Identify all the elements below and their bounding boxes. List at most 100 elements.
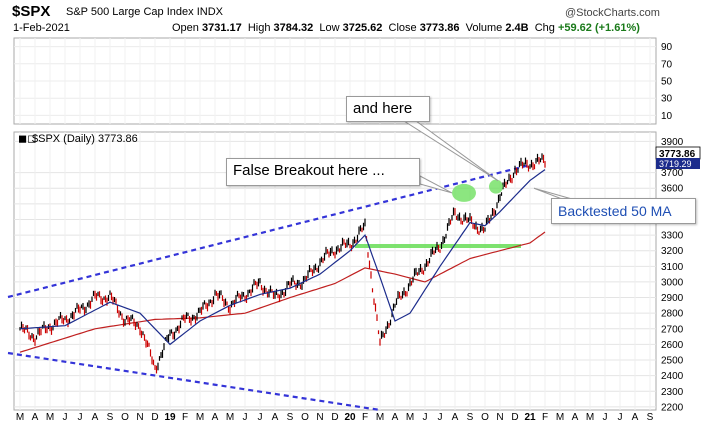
y-tick-label: 2300 [661, 387, 684, 398]
y-tick-label: 3100 [661, 262, 684, 273]
indicator-axis: 10 30 50 70 90 [661, 42, 673, 122]
x-tick-label: D [511, 412, 518, 423]
quote-date: 1-Feb-2021 [13, 22, 70, 34]
y-tick-label: 2900 [661, 293, 684, 304]
y-tick-label: 2700 [661, 324, 684, 335]
breakout-marker [452, 183, 476, 202]
open-value: 3731.17 [201, 22, 242, 34]
x-tick-label: 19 [164, 412, 176, 423]
volume-value: 2.4B [505, 22, 529, 34]
x-tick-label: A [392, 412, 399, 423]
pointer-false-breakout [419, 175, 453, 194]
ma200-line [19, 231, 546, 353]
y-tick-label: 2500 [661, 356, 684, 367]
y-tick-label: 3000 [661, 277, 684, 288]
y-axis: 2200 2300 2400 2500 2600 2700 2800 2900 3000 3100… [661, 137, 684, 414]
y-tick-label: 3700 [661, 168, 684, 179]
indicator-tick-label: 70 [661, 59, 673, 70]
brand-logo[interactable]: @StockCharts.com [565, 7, 660, 19]
indicator-tick-label: 10 [661, 111, 673, 122]
high-value: 3784.32 [273, 22, 314, 34]
x-tick-label: M [196, 412, 204, 423]
highlight-markers [452, 179, 503, 202]
x-tick-label: A [272, 412, 279, 423]
x-tick-label: F [362, 412, 368, 423]
x-tick-label: A [92, 412, 99, 423]
x-tick-label: J [63, 412, 68, 423]
x-tick-label: J [78, 412, 83, 423]
ma50-path [19, 169, 546, 346]
x-tick-label: F [182, 412, 188, 423]
symbol: $SPX [12, 3, 51, 20]
legend-icon: ◼◻ [18, 133, 36, 145]
second-marker [489, 179, 503, 194]
change-value: +59.62 (+1.61%) [557, 22, 640, 34]
x-tick-label: N [496, 412, 503, 423]
x-tick-label: N [136, 412, 143, 423]
y-tick-label: 3200 [661, 246, 684, 257]
x-tick-label: J [618, 412, 623, 423]
ma50-line [19, 169, 546, 346]
chart-header: $SPX S&P 500 Large Cap Index INDX @Stock… [0, 0, 701, 36]
x-tick-label: J [423, 412, 428, 423]
x-tick-label: M [406, 412, 414, 423]
x-tick-label: M [46, 412, 54, 423]
index-name: S&P 500 Large Cap Index INDX [66, 6, 223, 18]
y-tick-label: 3600 [661, 184, 684, 195]
x-tick-label: O [481, 412, 489, 423]
x-tick-label: A [212, 412, 219, 423]
ma-value-label: 3719.29 [659, 159, 692, 169]
x-tick-label: S [647, 412, 654, 423]
x-tick-label: S [287, 412, 294, 423]
annotation-false-breakout: False Breakout here ... [226, 158, 420, 186]
x-tick-label: M [376, 412, 384, 423]
y-tick-label: 3300 [661, 231, 684, 242]
x-tick-label: 21 [524, 412, 536, 423]
annotation-backtested-text: Backtested 50 MA [558, 203, 672, 219]
x-tick-label: O [301, 412, 309, 423]
grid-lines [14, 38, 656, 410]
annotation-backtested: Backtested 50 MA [551, 198, 696, 224]
last-price-label: 3773.86 [659, 149, 696, 160]
x-tick-label: J [438, 412, 443, 423]
indicator-tick-label: 90 [661, 42, 673, 53]
index-title: S&P 500 Large Cap Index [66, 6, 194, 18]
ma-value-tag: 3719.29 [656, 158, 700, 169]
annotation-false-breakout-text: False Breakout here ... [233, 162, 385, 179]
y-tick-label: 2800 [661, 309, 684, 320]
y-tick-label: 2200 [661, 402, 684, 413]
x-tick-label: J [603, 412, 608, 423]
y-tick-label: 2400 [661, 371, 684, 382]
x-axis: M A M J J A S O N D 19 F M A M J J A S O N D 20 F M A M J J A S O N D 21 F M… [16, 412, 654, 423]
indicator-tick-label: 30 [661, 94, 673, 105]
ma200-path [19, 231, 546, 353]
annotation-and-here-text: and here [353, 100, 413, 117]
low-value: 3725.62 [342, 22, 383, 34]
x-tick-label: A [32, 412, 39, 423]
x-tick-label: J [258, 412, 263, 423]
x-tick-label: 20 [344, 412, 356, 423]
exchange: INDX [196, 6, 223, 18]
close-value: 3773.86 [419, 22, 460, 34]
x-tick-label: M [586, 412, 594, 423]
price-bars [19, 153, 546, 374]
x-tick-label: F [542, 412, 548, 423]
x-tick-label: S [467, 412, 474, 423]
x-tick-label: N [316, 412, 323, 423]
y-tick-label: 3900 [661, 137, 684, 148]
x-tick-label: J [243, 412, 248, 423]
indicator-tick-label: 50 [661, 77, 673, 88]
x-tick-label: M [226, 412, 234, 423]
x-tick-label: A [452, 412, 459, 423]
ohlc-readout: Open 3731.17 High 3784.32 Low 3725.62 Cl… [172, 22, 640, 34]
last-price-tag: 3773.86 [655, 146, 701, 160]
x-tick-label: A [632, 412, 639, 423]
x-tick-label: O [121, 412, 129, 423]
x-tick-label: S [107, 412, 114, 423]
x-tick-label: M [556, 412, 564, 423]
y-tick-label: 2600 [661, 340, 684, 351]
x-tick-label: M [16, 412, 24, 423]
x-tick-label: D [151, 412, 158, 423]
price-legend: $SPX (Daily) 3773.86 [32, 133, 138, 145]
